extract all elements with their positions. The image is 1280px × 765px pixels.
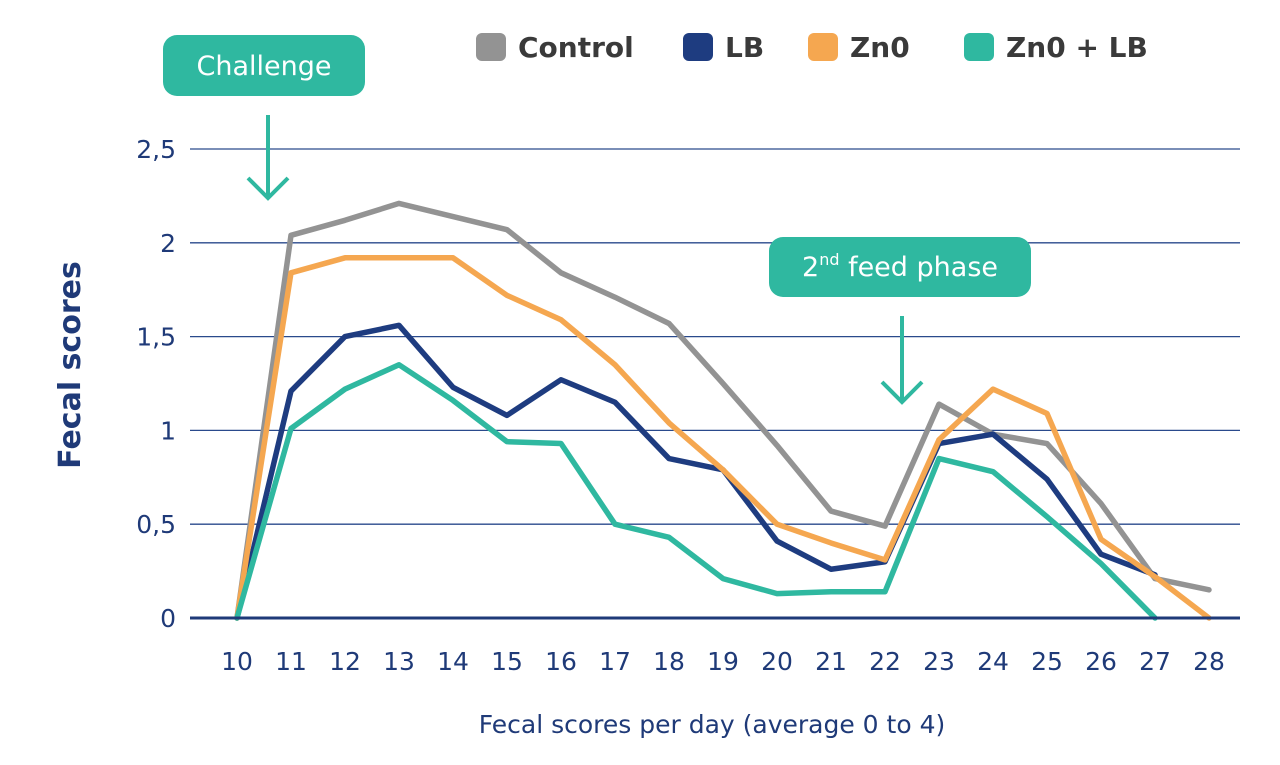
x-tick-label: 26: [1085, 647, 1117, 676]
challenge-callout-box: [163, 35, 365, 96]
series-line-control: [234, 200, 1212, 621]
feed-phase-callout: 2nd feed phase: [769, 237, 1031, 297]
x-tick-label: 24: [977, 647, 1009, 676]
x-tick-label: 15: [491, 647, 523, 676]
x-tick-label: 20: [761, 647, 793, 676]
x-tick-label: 10: [221, 647, 253, 676]
x-tick-label: 28: [1193, 647, 1225, 676]
feed-phase-callout-box: [769, 237, 1031, 297]
legend-swatch-lb: [683, 33, 713, 61]
series-lines: [234, 200, 1212, 621]
x-tick-label: 11: [275, 647, 307, 676]
legend-label-zn0: Zn0: [850, 31, 910, 64]
legend-label-control: Control: [518, 31, 634, 64]
y-tick-label: 0,5: [136, 510, 176, 539]
challenge-arrow-icon: [246, 115, 290, 201]
x-tick-label: 14: [437, 647, 469, 676]
legend-label-lb: LB: [725, 31, 764, 64]
legend-swatch-zn0-lb: [964, 33, 994, 61]
y-tick-label: 0: [160, 604, 176, 633]
y-tick-label: 2: [160, 229, 176, 258]
series-line-zn0: [234, 255, 1212, 621]
x-tick-label: 17: [599, 647, 631, 676]
y-tick-label: 1: [160, 416, 176, 445]
x-tick-label: 19: [707, 647, 739, 676]
challenge-callout-label: Challenge: [197, 51, 332, 82]
y-tick-label: 2,5: [136, 135, 176, 164]
series-line-zn0-lb: [234, 361, 1158, 621]
x-tick-label: 22: [869, 647, 901, 676]
x-tick-label: 23: [923, 647, 955, 676]
feed-phase-arrow-icon: [880, 316, 924, 405]
x-tick-label: 16: [545, 647, 577, 676]
x-axis-label: Fecal scores per day (average 0 to 4): [479, 710, 946, 739]
series-line-lb: [234, 322, 1158, 621]
challenge-callout: Challenge: [163, 35, 365, 96]
x-axis-ticks: 10 11 12 13 14 15 16 17 18 19 20 21 22 23 24 25 26 27 28: [221, 647, 1225, 676]
grid-lines: [190, 148, 1240, 525]
x-tick-label: 25: [1031, 647, 1063, 676]
y-axis-label: Fecal scores: [53, 261, 88, 469]
x-tick-label: 13: [383, 647, 415, 676]
x-tick-label: 18: [653, 647, 685, 676]
legend: Control LB Zn0 Zn0 + LB: [476, 31, 1148, 64]
y-axis-ticks: 0 0,5 1 1,5 2 2,5: [136, 135, 176, 633]
legend-label-zn0-lb: Zn0 + LB: [1006, 31, 1148, 64]
x-tick-label: 12: [329, 647, 361, 676]
legend-swatch-zn0: [808, 33, 838, 61]
x-tick-label: 27: [1139, 647, 1171, 676]
feed-phase-callout-label: 2nd feed phase: [802, 250, 998, 283]
legend-swatch-control: [476, 33, 506, 61]
y-tick-label: 1,5: [136, 323, 176, 352]
x-tick-label: 21: [815, 647, 847, 676]
